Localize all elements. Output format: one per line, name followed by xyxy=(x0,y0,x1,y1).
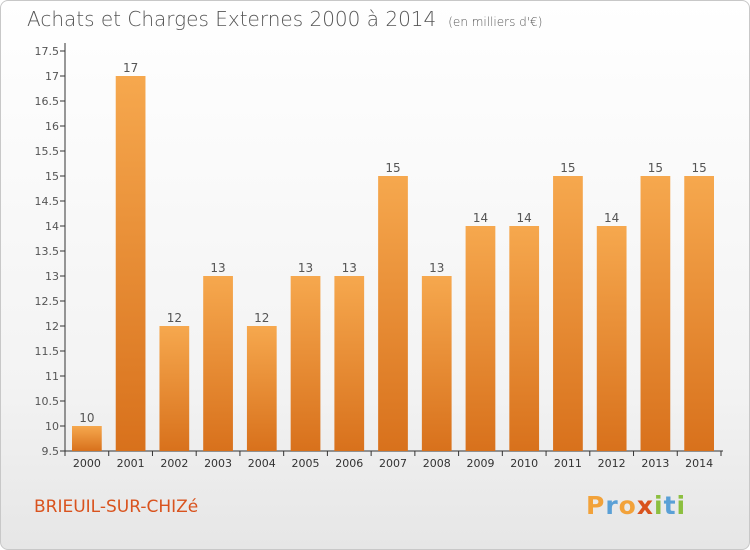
bar-2007 xyxy=(378,176,408,451)
bar-value-label: 15 xyxy=(648,161,663,175)
y-tick-label: 14.5 xyxy=(35,195,60,208)
y-tick-label: 10.5 xyxy=(35,395,60,408)
y-axis: 9.5 10 10.5 11 11.5 12 12.5 13 13.5 14 14.5 15 15.5 1… xyxy=(35,43,66,458)
y-tick-label: 15.5 xyxy=(35,145,60,158)
x-tick-label: 2005 xyxy=(292,457,320,470)
bar-value-label: 15 xyxy=(560,161,575,175)
bar-value-label: 12 xyxy=(254,311,269,325)
x-tick-label: 2008 xyxy=(423,457,451,470)
bar-value-label: 13 xyxy=(429,261,444,275)
y-tick-label: 11.5 xyxy=(35,345,60,358)
y-tick-label: 17 xyxy=(45,70,59,83)
logo-letter: P xyxy=(586,491,606,520)
bar-2006 xyxy=(334,276,365,451)
x-tick-label: 2010 xyxy=(510,457,538,470)
bar-2001 xyxy=(115,76,146,451)
commune-name: BRIEUIL-SUR-CHIZé xyxy=(34,497,199,517)
y-tick-label: 12 xyxy=(45,320,59,333)
bar-value-label: 10 xyxy=(79,411,94,425)
x-tick-label: 2002 xyxy=(160,457,188,470)
bar-2009 xyxy=(465,226,496,451)
bar-2008 xyxy=(421,276,452,451)
bar-2005 xyxy=(290,276,321,451)
bar-value-label: 13 xyxy=(210,261,225,275)
chart-title-text: Achats et Charges Externes 2000 à 2014 xyxy=(27,7,437,31)
logo-letter: x xyxy=(636,491,654,520)
y-tick-label: 10 xyxy=(45,420,59,433)
bar-2000 xyxy=(71,426,102,451)
y-tick-label: 17.5 xyxy=(35,45,60,58)
x-tick-label: 2007 xyxy=(379,457,407,470)
y-tick-label: 9.5 xyxy=(42,445,60,458)
x-tick-label: 2009 xyxy=(466,457,494,470)
logo-letter: r xyxy=(605,491,619,520)
y-tick-label: 11 xyxy=(45,370,59,383)
bar-2012 xyxy=(596,226,627,451)
bar-2004 xyxy=(246,326,277,451)
bar-value-label: 14 xyxy=(473,211,488,225)
x-tick-label: 2012 xyxy=(598,457,626,470)
y-tick-label: 12.5 xyxy=(35,295,60,308)
proxiti-logo: Proxiti xyxy=(586,491,686,520)
bars: 10 17 12 13 12 13 13 15 13 14 14 15 14 15 15 xyxy=(71,61,715,451)
bar-2010 xyxy=(509,226,540,451)
y-tick-label: 13.5 xyxy=(35,245,60,258)
bar-2013 xyxy=(640,176,671,451)
chart-unit: (en milliers d'€) xyxy=(448,15,543,29)
bar-value-label: 15 xyxy=(385,161,400,175)
bar-value-label: 12 xyxy=(167,311,182,325)
x-tick-label: 2004 xyxy=(248,457,276,470)
x-tick-label: 2000 xyxy=(73,457,101,470)
logo-letter: t xyxy=(663,491,677,520)
bar-value-label: 13 xyxy=(298,261,313,275)
x-tick-label: 2013 xyxy=(641,457,669,470)
bar-value-label: 13 xyxy=(342,261,357,275)
x-axis: 2000 2001 2002 2003 2004 2005 2006 2007 2008 2009… xyxy=(64,450,723,470)
x-tick-label: 2003 xyxy=(204,457,232,470)
x-tick-label: 2014 xyxy=(685,457,713,470)
bar-2014 xyxy=(684,176,715,451)
y-tick-label: 14 xyxy=(45,220,59,233)
bar-2003 xyxy=(203,276,233,451)
y-tick-label: 16 xyxy=(45,120,59,133)
logo-letter: i xyxy=(676,491,687,520)
y-tick-label: 16.5 xyxy=(35,95,60,108)
bar-2002 xyxy=(159,326,190,451)
logo-letter: i xyxy=(654,491,664,520)
bar-value-label: 15 xyxy=(691,161,706,175)
bar-value-label: 17 xyxy=(123,61,138,75)
logo-letter: o xyxy=(618,491,637,520)
bar-value-label: 14 xyxy=(517,211,532,225)
y-tick-label: 13 xyxy=(45,270,59,283)
x-tick-label: 2011 xyxy=(554,457,582,470)
x-tick-label: 2006 xyxy=(335,457,363,470)
x-tick-label: 2001 xyxy=(117,457,145,470)
bar-value-label: 14 xyxy=(604,211,619,225)
bar-2011 xyxy=(553,176,583,451)
chart-title: Achats et Charges Externes 2000 à 2014 (e… xyxy=(27,7,542,31)
y-tick-label: 15 xyxy=(45,170,59,183)
